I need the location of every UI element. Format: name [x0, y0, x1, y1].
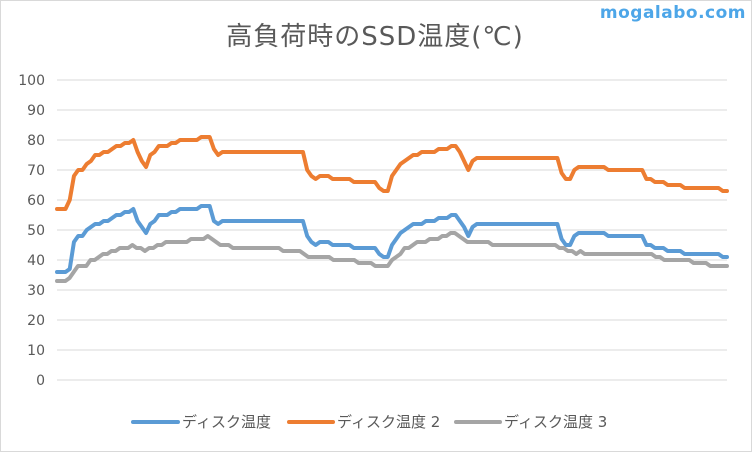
y-axis: 0 10 20 30 40 50 60 70 80 90 100 [18, 73, 45, 389]
y-tick-label: 90 [27, 103, 45, 119]
series-line-3 [55, 231, 729, 283]
y-tick-label: 80 [27, 133, 45, 149]
y-tick-label: 50 [27, 223, 45, 239]
y-tick-label: 30 [27, 283, 45, 299]
watermark: mogalabo.com [599, 3, 746, 23]
legend-label-3: ディスク温度 3 [504, 413, 607, 431]
series-line-2 [55, 135, 729, 211]
y-tick-label: 70 [27, 163, 45, 179]
chart-title: 高負荷時のSSD温度(℃) [226, 22, 524, 52]
legend-label-2: ディスク温度 2 [337, 413, 440, 431]
y-tick-label: 0 [36, 373, 45, 389]
y-tick-label: 20 [27, 313, 45, 329]
legend: ディスク温度 ディスク温度 2 ディスク温度 3 [131, 413, 607, 431]
legend-label-1: ディスク温度 [182, 413, 271, 431]
y-tick-label: 100 [18, 73, 45, 89]
series-line-1 [55, 204, 729, 274]
y-tick-label: 60 [27, 193, 45, 209]
gridlines [57, 79, 727, 381]
y-tick-label: 10 [27, 343, 45, 359]
y-tick-label: 40 [27, 253, 45, 269]
series-lines [55, 135, 729, 283]
